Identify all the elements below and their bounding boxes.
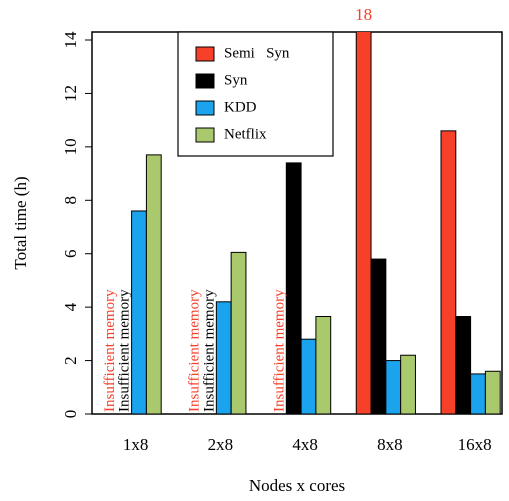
missing-label: Insufficient memory [187,289,203,412]
bar [370,258,387,414]
bar [355,32,372,414]
bar [131,210,147,414]
y-tick-label: 6 [61,249,80,258]
legend-label: Syn [224,72,248,88]
missing-label: Insufficient memory [117,289,133,412]
value-label: 18 [355,5,372,24]
x-tick-label: 1x8 [123,435,149,454]
x-axis-label: Nodes x cores [249,476,345,495]
missing-label: Insufficient memory [271,289,287,412]
missing-label: Insufficient memory [201,289,217,412]
y-tick-label: 10 [61,138,80,155]
y-tick-label: 8 [61,196,80,205]
legend-swatch [195,127,215,143]
legend-swatch [195,100,215,116]
bars [131,32,501,414]
y-axis-label: Total time (h) [11,176,30,269]
bar [455,315,472,414]
bar [285,162,302,414]
bar [315,315,332,414]
y-tick-label: 14 [61,31,80,49]
x-tick-label: 16x8 [458,435,492,454]
bar [440,130,457,414]
bar [400,354,416,414]
legend-label: KDD [224,99,257,115]
y-tick-label: 0 [61,410,80,419]
x-tick-label: 4x8 [292,435,318,454]
legend-label: Semi Syn [224,45,290,61]
missing-label: Insufficient memory [102,289,118,412]
bar [230,251,247,414]
bar [470,373,486,414]
bar [300,338,317,414]
bar [385,360,402,414]
bar [215,301,232,414]
legend-label: Netflix [224,126,267,142]
legend-swatch [195,73,215,89]
x-tick-label: 2x8 [208,435,234,454]
y-tick-label: 12 [61,85,80,102]
legend-swatch [195,46,215,62]
y-tick-label: 4 [61,302,80,311]
bar [145,154,162,414]
x-tick-label: 8x8 [377,435,403,454]
bar [484,370,501,414]
y-tick-label: 2 [61,356,80,365]
